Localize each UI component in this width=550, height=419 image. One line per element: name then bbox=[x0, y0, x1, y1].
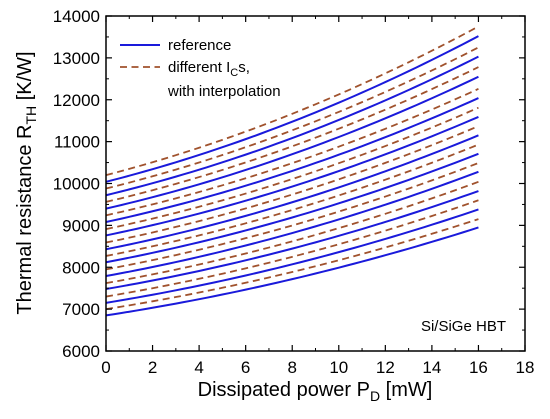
x-tick-label: 8 bbox=[287, 358, 296, 377]
interpolation-line-5 bbox=[105, 180, 479, 285]
reference-line-10 bbox=[105, 134, 479, 251]
ticks-layer: 0 2 4 6 8 10 12 14 16 18 6000 7000 8000 9000 10000 1100… bbox=[53, 7, 535, 377]
y-axis-title: Thermal resistance RTH [K/W] bbox=[14, 51, 39, 314]
reference-line-6 bbox=[105, 170, 479, 278]
x-tick-label: 14 bbox=[422, 358, 441, 377]
y-tick-label: 11000 bbox=[54, 133, 100, 152]
interpolation-line-1 bbox=[105, 218, 479, 311]
y-tick-label: 6000 bbox=[62, 342, 100, 361]
interpolation-line-15 bbox=[105, 88, 479, 217]
reference-line-0 bbox=[105, 226, 479, 317]
x-tick-label: 0 bbox=[101, 358, 110, 377]
series-layer bbox=[105, 25, 479, 317]
interpolation-line-7 bbox=[105, 162, 479, 271]
interpolation-line-21 bbox=[105, 25, 479, 177]
y-tick-label: 10000 bbox=[53, 175, 100, 194]
interpolation-line-19 bbox=[105, 46, 479, 190]
legend-interpolation-label: different ICs, bbox=[168, 59, 250, 79]
x-tick-label: 4 bbox=[194, 358, 203, 377]
y-tick-label: 7000 bbox=[62, 300, 100, 319]
x-tick-label: 12 bbox=[376, 358, 395, 377]
x-tick-label: 10 bbox=[329, 358, 348, 377]
legend-reference-label: reference bbox=[168, 37, 231, 54]
reference-line-18 bbox=[105, 55, 479, 197]
interpolation-line-11 bbox=[105, 125, 479, 244]
y-tick-label: 9000 bbox=[62, 216, 100, 235]
reference-line-2 bbox=[105, 208, 479, 304]
y-tick-label: 14000 bbox=[53, 7, 100, 26]
legend: reference different ICs, with interpolatio… bbox=[120, 37, 281, 100]
reference-line-20 bbox=[105, 35, 479, 183]
interpolation-line-13 bbox=[105, 106, 479, 231]
x-tick-label: 6 bbox=[241, 358, 250, 377]
x-tick-label: 2 bbox=[148, 358, 157, 377]
reference-line-12 bbox=[105, 116, 479, 237]
interpolation-line-9 bbox=[105, 143, 479, 257]
y-tick-label: 12000 bbox=[53, 91, 100, 110]
interpolation-line-17 bbox=[105, 66, 479, 203]
x-axis-title: Dissipated power PD [mW] bbox=[198, 379, 433, 404]
x-tick-label: 18 bbox=[516, 358, 535, 377]
y-tick-label: 13000 bbox=[53, 49, 100, 68]
interpolation-line-3 bbox=[105, 199, 479, 298]
x-tick-label: 16 bbox=[469, 358, 488, 377]
reference-line-16 bbox=[105, 75, 479, 210]
reference-line-8 bbox=[105, 152, 479, 264]
y-tick-label: 8000 bbox=[62, 258, 100, 277]
reference-line-14 bbox=[105, 97, 479, 224]
reference-line-4 bbox=[105, 190, 479, 291]
annotation-label: Si/SiGe HBT bbox=[421, 318, 506, 335]
legend-interpolation-label-line2: with interpolation bbox=[167, 83, 281, 100]
